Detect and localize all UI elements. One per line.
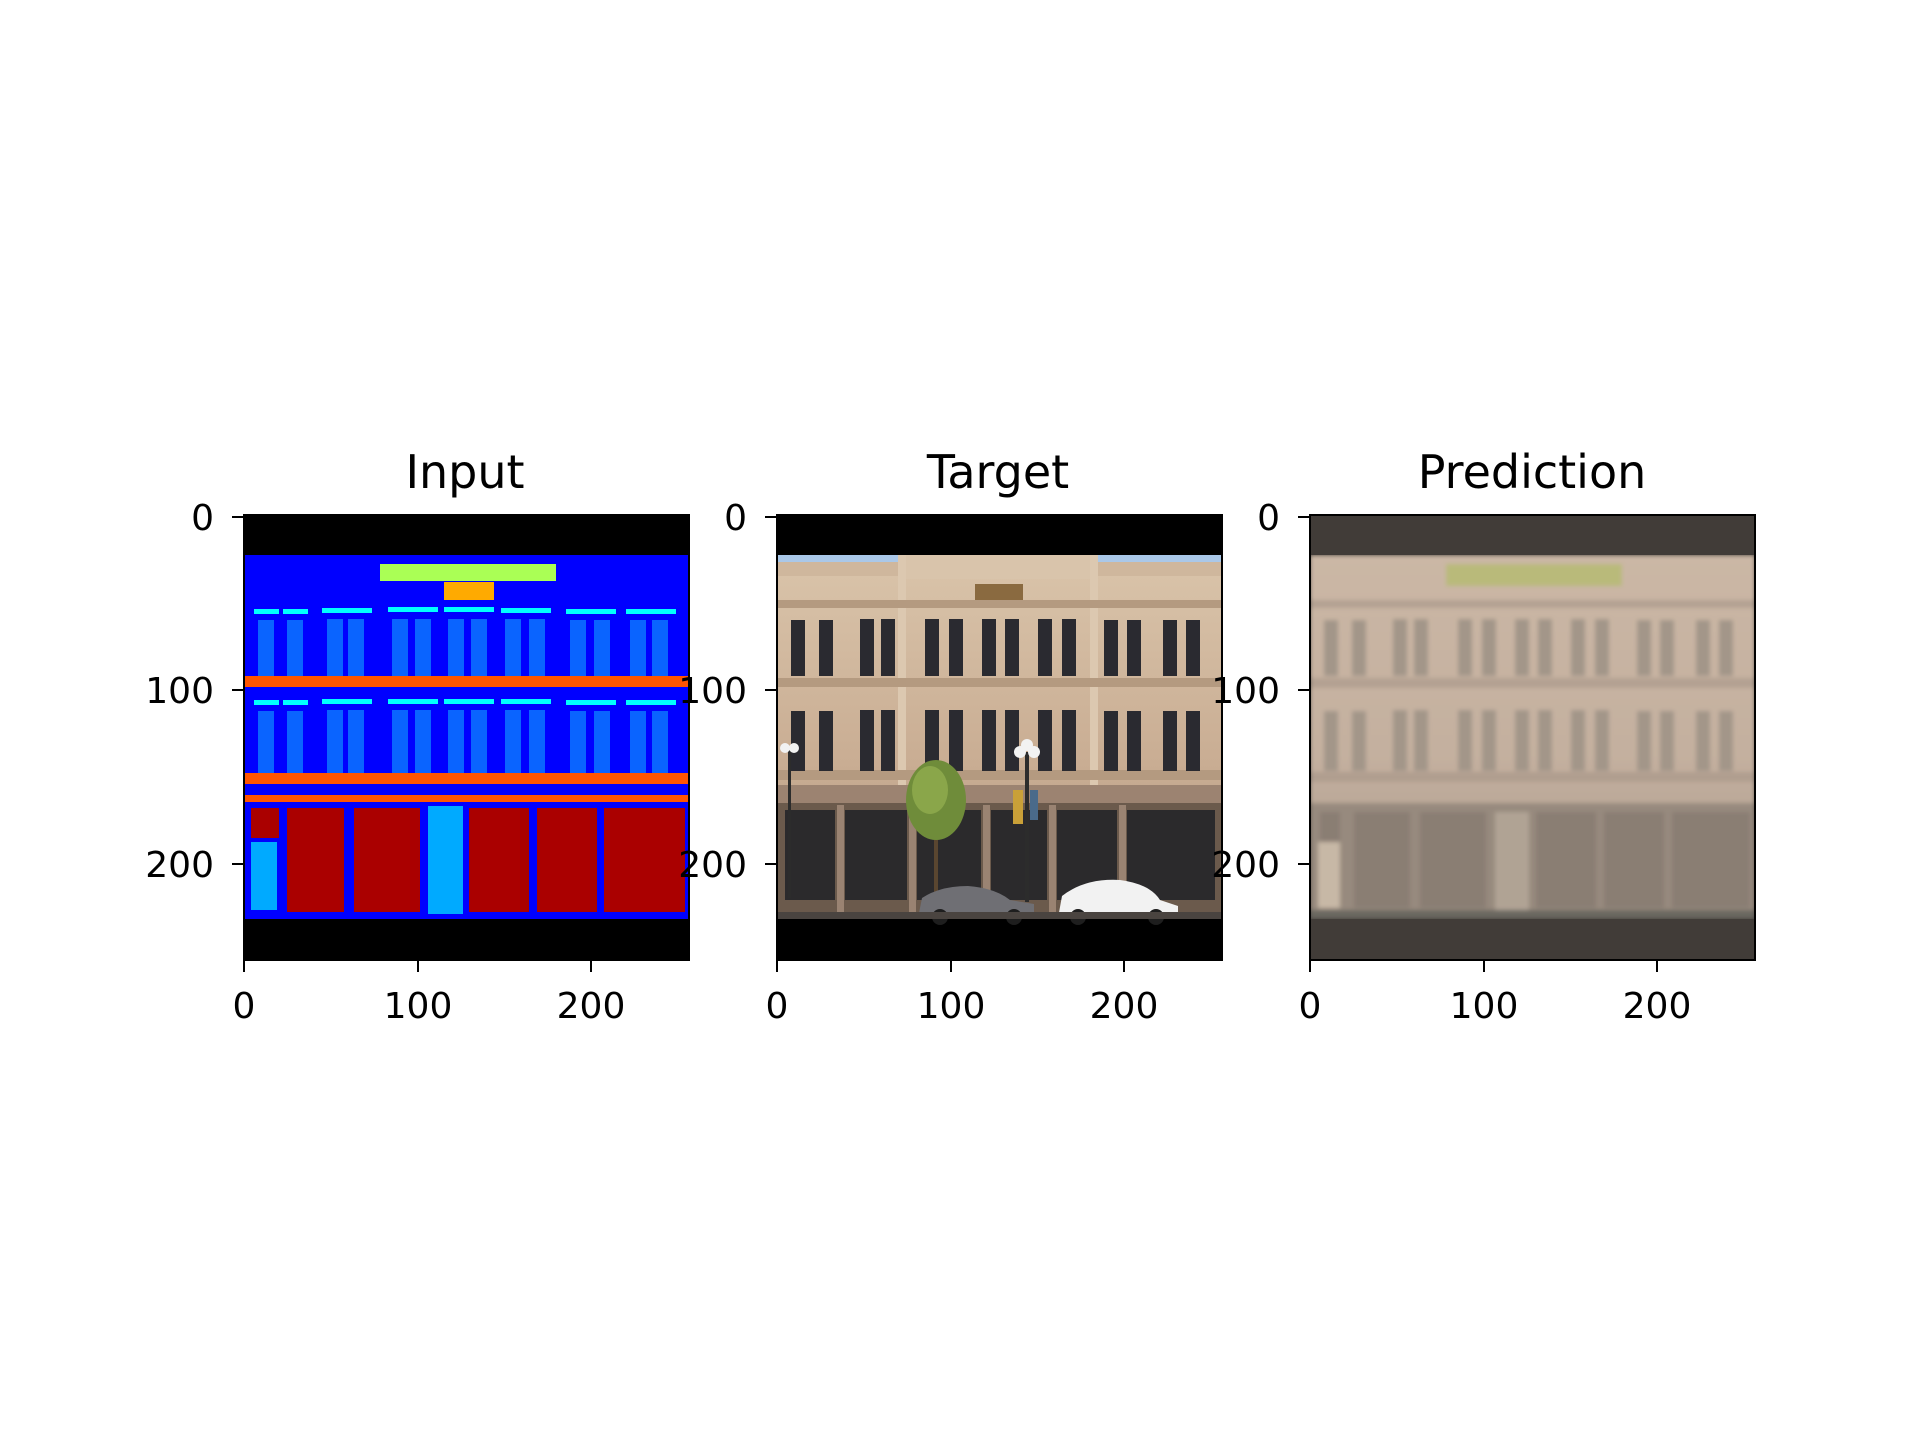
y-tick-label: 200 [145, 845, 214, 886]
y-tick-label: 100 [678, 671, 747, 712]
panel-target: Target [678, 445, 1223, 1027]
y-tick-label: 0 [191, 498, 214, 539]
prediction-image [1310, 515, 1755, 960]
y-tick-label: 100 [145, 671, 214, 712]
panel-title-input: Input [405, 445, 524, 499]
x-tick-label: 100 [1450, 986, 1519, 1027]
x-tick-label: 0 [766, 986, 789, 1027]
input-label-image [244, 515, 689, 960]
y-tick-label: 0 [724, 498, 747, 539]
panel-title-target: Target [926, 445, 1069, 499]
x-tick-label: 0 [1299, 986, 1322, 1027]
target-photo [777, 515, 1222, 960]
y-tick-label: 200 [678, 845, 747, 886]
y-tick-label: 200 [1211, 845, 1280, 886]
panel-input: Input [145, 445, 690, 1027]
panel-title-prediction: Prediction [1418, 445, 1647, 499]
x-tick-label: 100 [917, 986, 986, 1027]
x-tick-label: 200 [1090, 986, 1159, 1027]
panel-prediction: Prediction [1211, 445, 1756, 1027]
x-tick-label: 100 [384, 986, 453, 1027]
y-tick-label: 0 [1257, 498, 1280, 539]
x-tick-label: 0 [233, 986, 256, 1027]
y-tick-label: 100 [1211, 671, 1280, 712]
x-tick-label: 200 [1623, 986, 1692, 1027]
x-tick-label: 200 [557, 986, 626, 1027]
